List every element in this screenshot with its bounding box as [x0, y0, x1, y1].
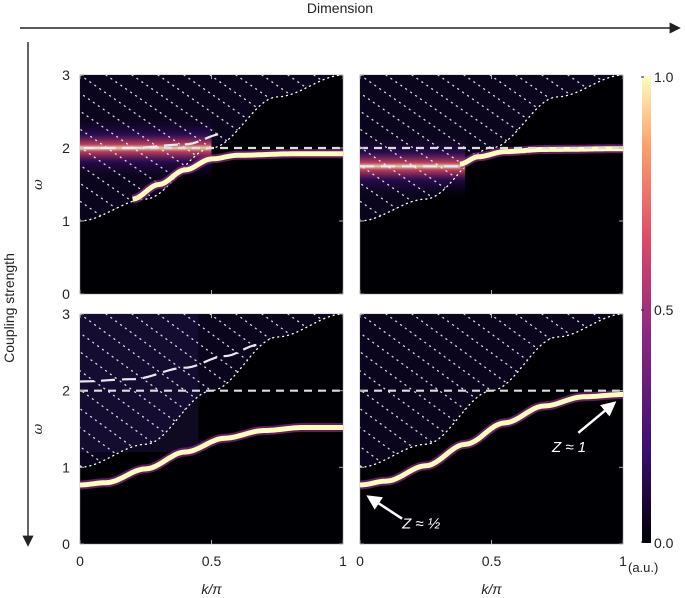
x-tick-label: 0.5: [482, 553, 502, 569]
panel-content: [360, 75, 685, 239]
colorbar: 1.0 0.5 0.0 (a.u.): [628, 69, 674, 575]
hatch-line: [80, 75, 84, 221]
colorbar-tick-label: 0.5: [654, 302, 674, 318]
y-axis-label: ω: [31, 423, 46, 434]
colorbar-tick-label: 1.0: [654, 69, 674, 85]
hatch-line: [360, 314, 598, 468]
hatch-line: [619, 75, 623, 221]
x-tick-label: 0: [76, 553, 84, 569]
hatch-line: [105, 314, 343, 468]
hatch-line: [437, 314, 623, 468]
y-tick-label: 3: [62, 306, 70, 322]
colorbar-tick-label: 0.0: [654, 535, 674, 551]
hatch-line: [385, 314, 623, 468]
annotation-z-approx-half: Z ≈ ½: [401, 516, 441, 533]
x-tick-label: 1: [619, 553, 627, 569]
y-tick-label: 1: [62, 459, 70, 475]
bound-state-line: [360, 392, 623, 488]
hatch-line: [646, 314, 685, 487]
y-tick-label: 3: [62, 67, 70, 83]
x-tick-label: 0: [356, 553, 364, 569]
y-tick-label: 2: [62, 383, 70, 399]
panel-bottom-right: 0 0.5 1 k/π Z ≈ 1 Z ≈ ½: [356, 313, 685, 597]
hatch-line: [360, 75, 416, 221]
hatch-line: [183, 314, 343, 468]
hatch-line: [80, 314, 292, 468]
hatch-line: [157, 314, 343, 468]
hatch-line: [672, 75, 685, 239]
bound-state-line: [459, 146, 623, 167]
x-tick-label: 1: [339, 553, 347, 569]
y-tick-label: 1: [62, 213, 70, 229]
dimension-label: Dimension: [307, 0, 373, 16]
hatch-line: [131, 314, 343, 468]
panel-content: [80, 314, 343, 490]
colorbar-gradient: [642, 76, 651, 543]
y-tick-label: 0: [62, 286, 70, 302]
hatch-line: [646, 75, 685, 239]
annotation-z-approx-1: Z ≈ 1: [551, 439, 586, 456]
y-axis-label: ω: [31, 179, 46, 190]
x-axis-label: k/π: [481, 581, 502, 597]
hatch-line: [80, 314, 318, 468]
panel-bottom-left: 0 1 2 3 ω 0 0.5 1 k/π: [31, 306, 347, 597]
hatch-line: [463, 314, 623, 468]
y-tick-label: 2: [62, 140, 70, 156]
hatch-line: [209, 314, 343, 468]
hatch-line: [489, 314, 623, 468]
coupling-strength-label: Coupling strength: [1, 253, 17, 363]
dressed-level-dashed: [80, 132, 225, 150]
hatch-line: [360, 314, 572, 468]
continuum-glow: [80, 314, 199, 452]
bound-state-line: [132, 151, 343, 202]
panel-top-left: 0 1 2 3 ω: [31, 67, 344, 302]
colorbar-unit-label: (a.u.): [628, 560, 658, 575]
x-tick-label: 0.5: [202, 553, 222, 569]
hatch-line: [411, 314, 623, 468]
hatch-line: [619, 314, 623, 468]
annotation-arrow: [366, 495, 403, 520]
dressed-level-dashed: [80, 343, 259, 383]
panel-top-right: [359, 74, 685, 295]
hatch-line: [80, 75, 136, 221]
bound-state-line: [80, 425, 343, 488]
hatch-line: [672, 314, 685, 487]
y-tick-label: 0: [62, 536, 70, 552]
annotation-arrow: [577, 401, 617, 434]
x-axis-label: k/π: [201, 581, 222, 597]
